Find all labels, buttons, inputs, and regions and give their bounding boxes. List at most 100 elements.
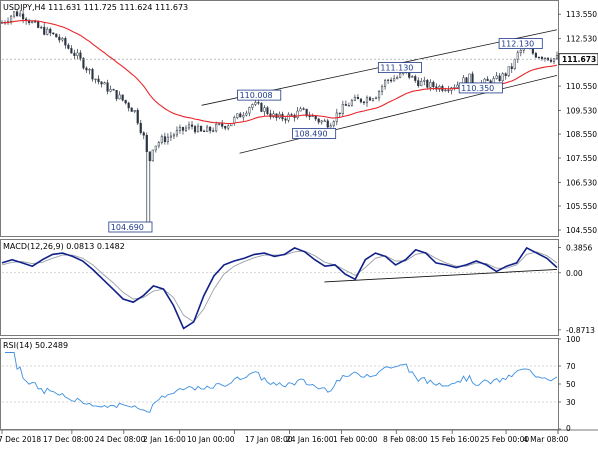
candle-body [290,114,293,116]
candle-body [365,97,369,104]
candle-body [37,21,40,28]
candle-body [209,126,212,131]
candle-body [169,135,172,138]
rsi-y-tick-label: 100 [566,335,581,344]
candle-body [73,52,76,56]
candle-body [411,76,414,78]
candle-body [100,81,103,85]
macd-y-tick-label: -0.8713 [566,326,595,335]
candle-body [12,11,16,17]
candle-body [432,81,435,88]
rsi-panel: RSI(14) 50.2489 [2,341,558,413]
candle-body [329,125,332,128]
candle-body [236,113,239,118]
candle-body [263,107,266,112]
candle-body [314,115,317,120]
candle-body [154,145,157,151]
rsi-y-tick-label: 0 [566,424,571,433]
candle-body [193,126,197,133]
candle-body [61,38,64,41]
candle-body [70,48,73,54]
candle-body [49,28,52,34]
price-label: 110.008 [240,91,273,100]
candle-body [296,110,299,118]
candle-body [356,96,359,100]
rsi-title: RSI(14) 50.2489 [3,341,68,350]
candle-body [46,28,49,35]
candle-body [390,79,393,82]
candle-body [362,101,366,104]
candle-body [242,114,245,118]
price-y-tick-label: 107.550 [566,154,597,163]
candle-body [22,13,25,20]
candle-body [347,105,350,107]
candle-body [284,118,287,121]
candle-body [106,82,109,92]
candle-body [417,80,420,87]
x-tick-label: 7 Dec 2018 [0,435,41,444]
candle-body [178,126,182,131]
x-tick-label: 10 Jan 00:00 [187,435,235,444]
rsi-y-tick-label: 50 [566,380,576,389]
candle-body [184,127,188,131]
candle-body [483,78,486,84]
candle-body [555,55,559,59]
candle-body [257,102,260,104]
candle-body [19,13,22,17]
candle-body [187,124,191,129]
candle-body [40,26,43,29]
candle-body [371,98,375,101]
x-tick-label: 24 Jan 16:00 [286,435,334,444]
candle-body [196,125,200,133]
candle-body [9,15,13,22]
x-tick-label: 17 Dec 08:00 [43,435,94,444]
x-tick-label: 4 Mar 08:00 [523,435,569,444]
candle-body [139,122,142,133]
candle-body [498,75,501,81]
candle-body [317,118,320,123]
candle-body [151,149,154,162]
candle-body [181,126,185,131]
price-y-tick-label: 106.530 [566,179,597,188]
candle-body [121,94,124,101]
candle-body [323,120,326,122]
x-tick-label: 8 Feb 08:00 [383,435,428,444]
candle-body [142,132,145,136]
candle-body [31,21,34,24]
candle-body [287,114,290,121]
price-label: 104.690 [111,223,144,232]
price-label-box [292,128,337,139]
candle-body [552,58,556,62]
macd-y-tick-label: 0.3856 [566,243,592,252]
candle-body [399,73,402,78]
candle-body [212,130,215,132]
channel-lower-line [239,74,558,154]
candle-body [172,134,176,137]
price-panel: USDJPY,H4 111.631 111.725 111.624 111.67… [0,3,559,233]
candle-body [64,38,67,46]
price-y-tick-label: 110.550 [566,82,597,91]
candle-body [248,107,251,114]
price-chart-title: USDJPY,H4 111.631 111.725 111.624 111.67… [3,3,188,12]
candle-body [510,66,513,69]
candle-body [239,113,242,118]
candle-body [444,89,447,92]
current-price-tag [558,53,598,66]
candle-body [504,73,507,76]
candle-body [486,78,489,82]
candle-body [338,112,341,115]
price-label: 111.130 [380,64,413,73]
x-tick-label: 1 Feb 00:00 [333,435,378,444]
candle-body [166,136,169,142]
candle-body [260,102,263,112]
moving-average-line [1,19,558,125]
macd-panel-frame [0,239,559,336]
candle-body [251,104,254,108]
candle-body [332,121,335,127]
candle-body [305,108,308,117]
macd-panel: MACD(12,26,9) 0.0813 0.1482 [1,242,558,330]
candle-body [368,97,372,101]
candle-body [245,112,248,116]
